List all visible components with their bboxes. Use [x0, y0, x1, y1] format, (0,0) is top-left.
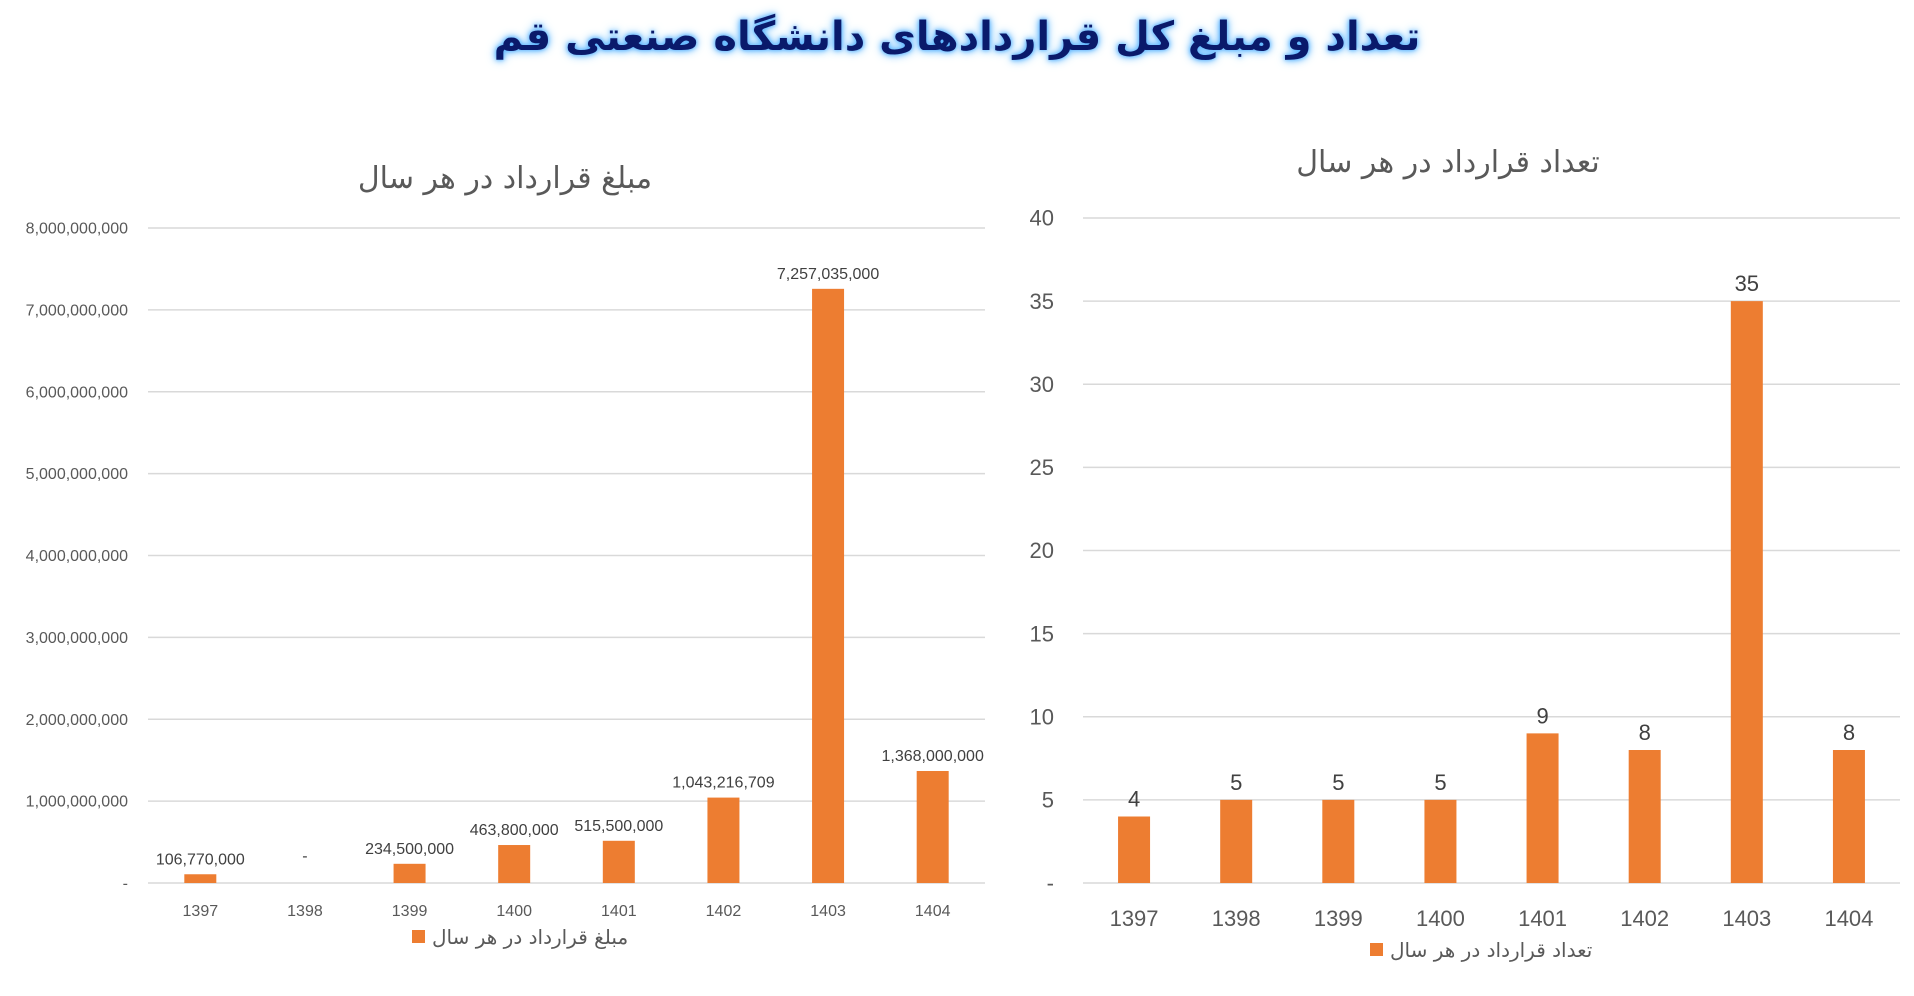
data-label: 7,257,035,000 [777, 266, 879, 283]
bar [1832, 750, 1865, 883]
x-tick-label: 1397 [1110, 906, 1159, 931]
legend-label: مبلغ قرارداد در هر سال [432, 925, 628, 949]
data-label: 35 [1735, 271, 1759, 296]
x-tick-label: 1401 [1518, 906, 1567, 931]
x-tick-label: 1400 [496, 903, 532, 920]
data-label: 106,770,000 [156, 851, 245, 868]
data-label: 4 [1128, 787, 1140, 812]
bar [184, 874, 217, 883]
legend-swatch [1370, 943, 1383, 956]
bar [1628, 750, 1661, 883]
bar [1220, 799, 1253, 883]
bar [393, 863, 426, 883]
bar [498, 845, 531, 883]
x-tick-label: 1402 [706, 903, 742, 920]
x-tick-label: 1400 [1416, 906, 1465, 931]
y-tick-label: 40 [1030, 206, 1054, 231]
y-tick-label: 7,000,000,000 [26, 302, 128, 319]
y-tick-label: 6,000,000,000 [26, 384, 128, 401]
data-label: - [302, 848, 307, 865]
bar [1730, 301, 1763, 883]
x-tick-label: 1398 [1212, 906, 1261, 931]
y-tick-label: - [1047, 871, 1054, 896]
y-tick-label: 30 [1030, 372, 1054, 397]
x-tick-label: 1403 [810, 903, 846, 920]
x-tick-label: 1403 [1722, 906, 1771, 931]
data-label: 463,800,000 [470, 822, 559, 839]
y-tick-label: 5,000,000,000 [26, 466, 128, 483]
x-tick-label: 1402 [1620, 906, 1669, 931]
bar [1322, 799, 1355, 883]
data-label: 5 [1332, 770, 1344, 795]
data-label: 9 [1536, 703, 1548, 728]
bar [1118, 816, 1151, 883]
data-label: 8 [1639, 720, 1651, 745]
y-tick-label: 15 [1030, 621, 1054, 646]
bar [1424, 799, 1457, 883]
legend-swatch [412, 930, 425, 943]
y-tick-label: 20 [1030, 538, 1054, 563]
y-tick-label: 25 [1030, 455, 1054, 480]
y-tick-label: 4,000,000,000 [26, 548, 128, 565]
chart-title: مبلغ قرارداد در هر سال [358, 161, 652, 196]
y-tick-label: 2,000,000,000 [26, 712, 128, 729]
x-tick-label: 1399 [1314, 906, 1363, 931]
x-tick-label: 1404 [915, 903, 951, 920]
y-tick-label: 8,000,000,000 [26, 221, 128, 238]
bar [916, 770, 949, 883]
x-tick-label: 1399 [392, 903, 428, 920]
data-label: 234,500,000 [365, 841, 454, 858]
y-tick-label: 35 [1030, 289, 1054, 314]
x-tick-label: 1401 [601, 903, 637, 920]
y-tick-label: 1,000,000,000 [26, 794, 128, 811]
y-tick-label: 10 [1030, 704, 1054, 729]
data-label: 5 [1230, 770, 1242, 795]
data-label: 1,368,000,000 [882, 748, 984, 765]
legend-label: تعداد قرارداد در هر سال [1390, 938, 1592, 962]
y-tick-label: 5 [1042, 788, 1054, 813]
x-tick-label: 1404 [1824, 906, 1873, 931]
y-tick-label: 3,000,000,000 [26, 630, 128, 647]
data-label: 515,500,000 [574, 818, 663, 835]
bar [602, 840, 635, 883]
data-label: 1,043,216,709 [672, 775, 774, 792]
x-tick-label: 1397 [183, 903, 219, 920]
data-label: 8 [1843, 720, 1855, 745]
data-label: 5 [1434, 770, 1446, 795]
bar [1526, 733, 1559, 883]
bar [707, 797, 740, 883]
x-tick-label: 1398 [287, 903, 323, 920]
page-title: تعداد و مبلغ کل قراردادهای دانشگاه صنعتی… [493, 14, 1421, 60]
y-tick-label: - [123, 876, 128, 893]
chart-title: تعداد قرارداد در هر سال [1296, 145, 1599, 180]
bar [812, 288, 845, 883]
